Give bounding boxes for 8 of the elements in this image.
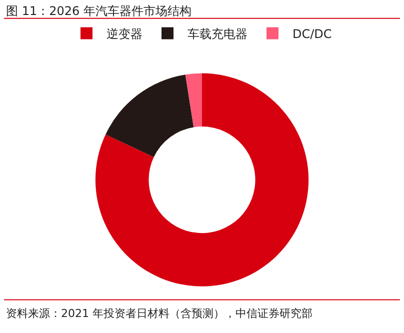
text: 资料来源：2021 年投资者日材料（含预测），中信证券研究部 bbox=[6, 307, 312, 320]
donut-slice bbox=[106, 74, 194, 158]
legend-label: 车载充电器 bbox=[188, 26, 248, 41]
donut-slice bbox=[185, 73, 202, 128]
chart-title: 图 11：2026 年汽车器件市场结构 bbox=[6, 4, 192, 18]
donut-slice bbox=[96, 73, 309, 286]
legend-label: DC/DC bbox=[292, 26, 332, 41]
legend-label: 逆变器 bbox=[106, 26, 142, 41]
